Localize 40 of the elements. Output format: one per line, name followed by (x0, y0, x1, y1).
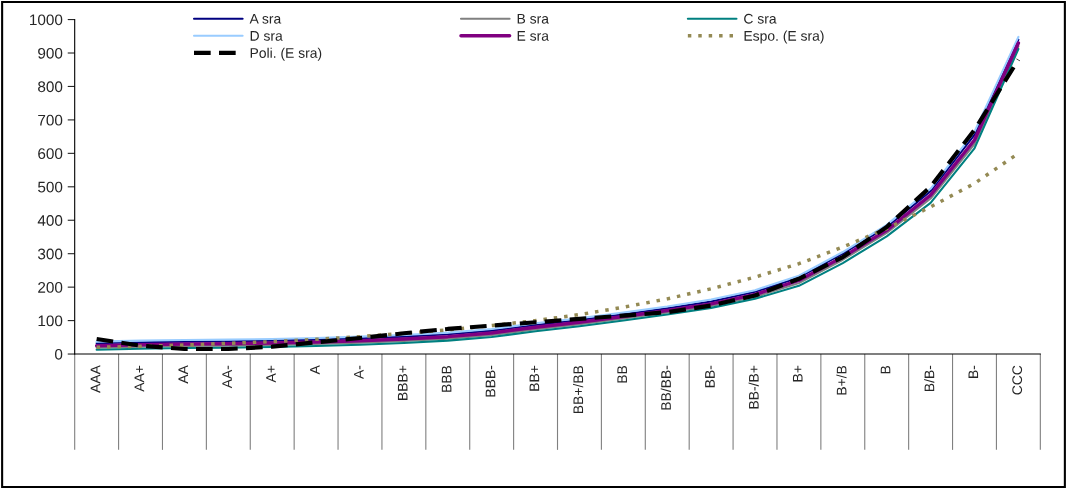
y-tick-label: 200 (38, 282, 63, 293)
y-tick-label: 0 (54, 348, 63, 360)
x-tick-label: BB-/B+ (748, 365, 759, 409)
x-tick-label: BBB (441, 365, 452, 392)
x-tick-label: BB+ (529, 365, 540, 391)
legend-label: Poli. (E sra) (250, 47, 322, 61)
y-tick-label: 900 (38, 47, 63, 59)
y-tick-label: 400 (37, 215, 63, 226)
x-tick-label: AAA (90, 365, 101, 393)
x-tick-label: A+ (266, 365, 276, 383)
y-tick-label: 100 (38, 315, 63, 327)
y-tick-label: 600 (38, 148, 63, 160)
x-tick-label: B+ (792, 365, 803, 382)
x-tick-label: AA+ (134, 365, 145, 392)
x-tick-label: AA- (222, 365, 232, 389)
x-tick-label: A- (354, 365, 364, 380)
legend-label: A sra (249, 13, 282, 24)
y-tick-label: 1000 (30, 14, 63, 26)
y-tick-label: 500 (38, 181, 63, 193)
x-tick-label: A (310, 365, 320, 375)
legend-label: E sra (517, 31, 549, 41)
x-tick-label: BB- (705, 365, 715, 388)
y-tick-label: 700 (38, 114, 63, 126)
x-tick-label: CCC (1012, 365, 1023, 395)
legend-label: Espo. (E sra) (744, 30, 824, 44)
x-tick-label: BB (617, 365, 627, 383)
x-tick-label: B/B- (924, 365, 935, 392)
x-tick-label: B- (968, 365, 979, 378)
y-tick-label: 800 (38, 81, 63, 93)
x-tick-label: AA (178, 365, 189, 384)
y-tick-label: 300 (37, 248, 63, 260)
legend-label: B sra (517, 13, 549, 24)
x-tick-label: B+/B (836, 365, 847, 395)
x-tick-label: B (880, 365, 891, 374)
legend-label: C sra (744, 13, 777, 24)
x-tick-label: BB+/BB (572, 365, 584, 414)
x-tick-label: BBB+ (397, 365, 408, 400)
x-tick-label: BBB- (485, 365, 496, 397)
x-tick-label: BB/BB- (660, 365, 671, 410)
legend-label: D sra (250, 31, 283, 41)
